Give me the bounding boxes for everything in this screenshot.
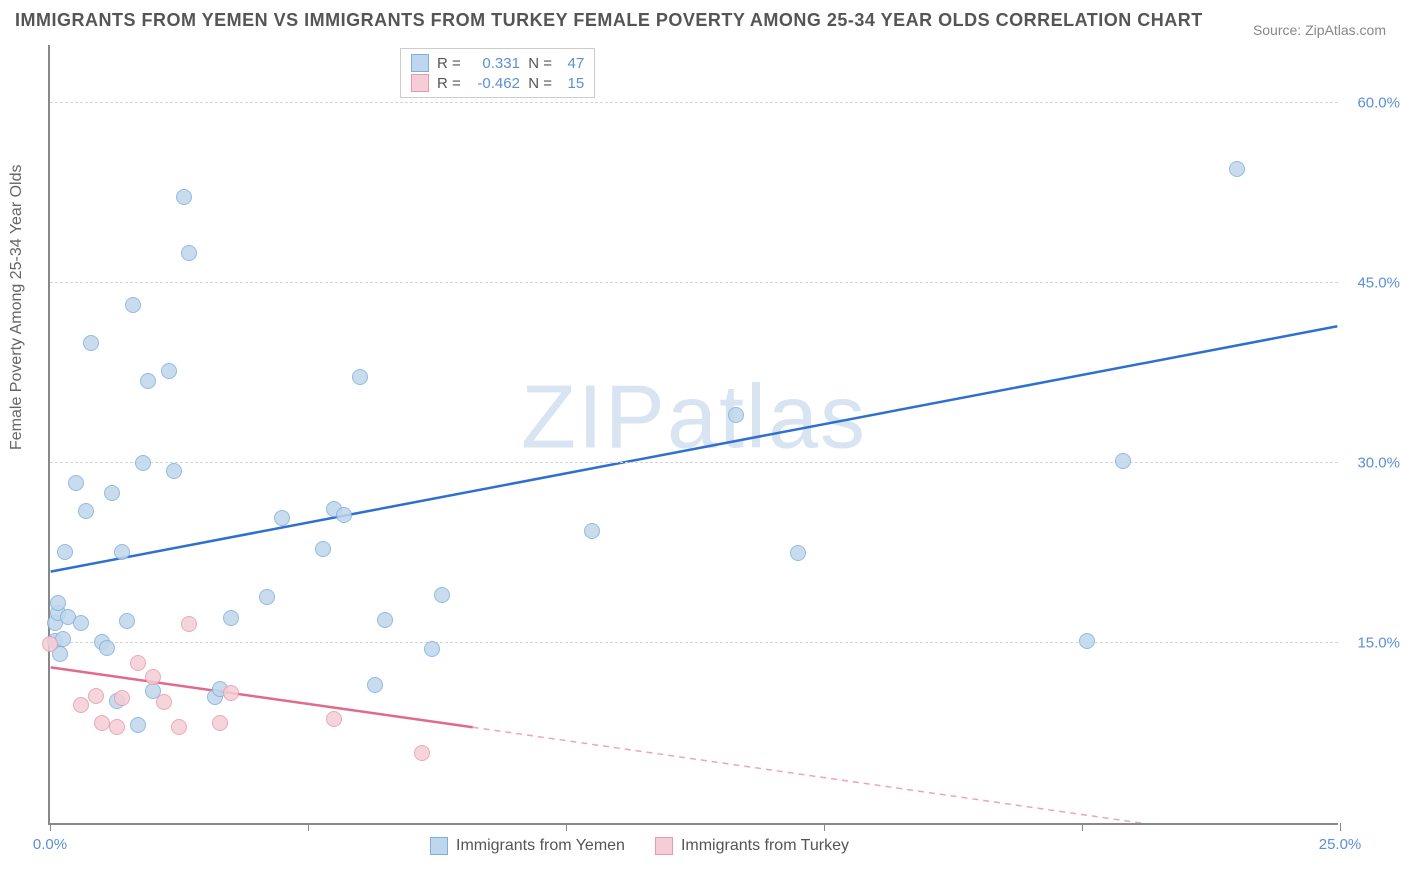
- data-point: [166, 463, 182, 479]
- data-point: [145, 669, 161, 685]
- data-point: [104, 485, 120, 501]
- data-point: [377, 612, 393, 628]
- gridline: [50, 282, 1338, 283]
- legend-stat-text: R = -0.462 N = 15: [437, 75, 584, 92]
- data-point: [434, 587, 450, 603]
- legend-swatch: [411, 54, 429, 72]
- data-point: [728, 407, 744, 423]
- data-point: [119, 613, 135, 629]
- data-point: [130, 655, 146, 671]
- data-point: [212, 715, 228, 731]
- legend-swatch: [430, 837, 448, 855]
- series-legend: Immigrants from Yemen Immigrants from Tur…: [430, 837, 849, 855]
- data-point: [73, 615, 89, 631]
- x-tick: [1082, 823, 1083, 831]
- x-tick-label: 25.0%: [1319, 836, 1362, 853]
- legend-stat-row: R = -0.462 N = 15: [411, 73, 584, 93]
- x-tick: [1340, 823, 1341, 831]
- data-point: [181, 245, 197, 261]
- data-point: [790, 545, 806, 561]
- x-tick: [566, 823, 567, 831]
- data-point: [68, 475, 84, 491]
- data-point: [88, 688, 104, 704]
- trend-lines-layer: [50, 45, 1338, 823]
- x-tick: [824, 823, 825, 831]
- data-point: [315, 541, 331, 557]
- legend-swatch: [655, 837, 673, 855]
- legend-series-item: Immigrants from Yemen: [430, 837, 625, 855]
- data-point: [73, 697, 89, 713]
- data-point: [223, 610, 239, 626]
- data-point: [424, 641, 440, 657]
- y-tick-label: 15.0%: [1357, 635, 1400, 652]
- gridline: [50, 642, 1338, 643]
- data-point: [171, 719, 187, 735]
- data-point: [414, 745, 430, 761]
- source-attribution: Source: ZipAtlas.com: [1253, 22, 1386, 38]
- data-point: [156, 694, 172, 710]
- legend-stat-row: R = 0.331 N = 47: [411, 53, 584, 73]
- gridline: [50, 462, 1338, 463]
- chart-title: IMMIGRANTS FROM YEMEN VS IMMIGRANTS FROM…: [15, 10, 1203, 31]
- data-point: [176, 189, 192, 205]
- x-tick: [308, 823, 309, 831]
- correlation-legend: R = 0.331 N = 47 R = -0.462 N = 15: [400, 48, 595, 98]
- data-point: [125, 297, 141, 313]
- data-point: [259, 589, 275, 605]
- legend-series-label: Immigrants from Yemen: [456, 837, 625, 855]
- data-point: [99, 640, 115, 656]
- watermark: ZIPatlas: [521, 367, 867, 470]
- legend-series-item: Immigrants from Turkey: [655, 837, 849, 855]
- data-point: [114, 690, 130, 706]
- data-point: [161, 363, 177, 379]
- data-point: [1229, 161, 1245, 177]
- data-point: [584, 523, 600, 539]
- data-point: [94, 715, 110, 731]
- data-point: [367, 677, 383, 693]
- data-point: [130, 717, 146, 733]
- legend-stat-text: R = 0.331 N = 47: [437, 55, 584, 72]
- data-point: [274, 510, 290, 526]
- legend-series-label: Immigrants from Turkey: [681, 837, 849, 855]
- y-axis-label: Female Poverty Among 25-34 Year Olds: [8, 165, 26, 451]
- data-point: [181, 616, 197, 632]
- data-point: [42, 636, 58, 652]
- data-point: [1079, 633, 1095, 649]
- legend-swatch: [411, 74, 429, 92]
- data-point: [223, 685, 239, 701]
- data-point: [1115, 453, 1131, 469]
- y-tick-label: 45.0%: [1357, 275, 1400, 292]
- data-point: [114, 544, 130, 560]
- data-point: [326, 711, 342, 727]
- y-tick-label: 30.0%: [1357, 455, 1400, 472]
- x-tick: [50, 823, 51, 831]
- x-tick-label: 0.0%: [33, 836, 67, 853]
- data-point: [57, 544, 73, 560]
- data-point: [109, 719, 125, 735]
- data-point: [83, 335, 99, 351]
- data-point: [78, 503, 94, 519]
- trend-line-extrapolated: [473, 727, 1183, 823]
- y-tick-label: 60.0%: [1357, 95, 1400, 112]
- gridline: [50, 102, 1338, 103]
- trend-line: [51, 326, 1338, 571]
- data-point: [352, 369, 368, 385]
- plot-area: ZIPatlas R = 0.331 N = 47 R = -0.462 N = …: [48, 45, 1338, 825]
- data-point: [140, 373, 156, 389]
- data-point: [135, 455, 151, 471]
- data-point: [336, 507, 352, 523]
